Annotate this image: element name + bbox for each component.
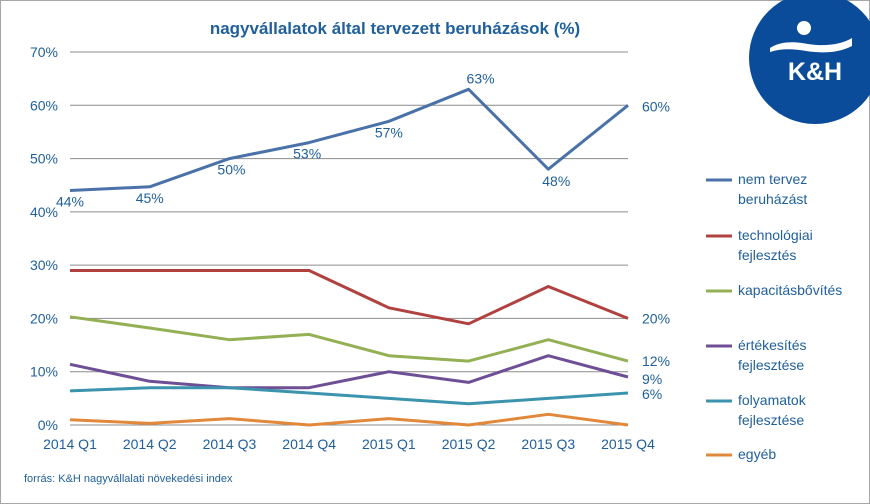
y-tick-label: 20% [30,310,58,326]
source-note: forrás: K&H nagyvállalati növekedési ind… [24,473,233,485]
legend: nem tervez beruházást technológiai fejleszt… [706,171,842,462]
y-tick-label: 30% [30,257,58,273]
legend-label: folyamatok [738,392,807,408]
y-tick-label: 60% [30,97,58,113]
data-label: 57% [375,124,403,140]
series-line-4 [69,386,629,406]
y-tick-label: 70% [30,44,58,60]
y-axis-ticks: 0% 10% 20% 30% 40% 50% 60% 70% [30,44,58,433]
x-tick-label: 2014 Q2 [123,436,177,452]
legend-label: kapacitásbővítés [738,282,842,298]
data-label: 53% [293,146,321,162]
legend-label: értékesítés [738,337,806,353]
data-labels: 44% 45% 50% 53% 57% 63% 48% 60% 20% 12% 9%6% [56,70,670,402]
data-label: 63% [467,70,495,86]
y-tick-label: 10% [30,364,58,380]
series-line-5 [69,412,629,427]
series-line-3 [69,354,629,390]
chart-title: nagyvállalatok által tervezett beruházás… [210,19,580,38]
data-label: 45% [136,190,164,206]
y-tick-label: 0% [38,417,58,433]
series-line-1 [70,269,629,326]
data-label: 44% [56,194,84,210]
x-tick-label: 2014 Q3 [203,436,257,452]
data-label: 6% [642,386,662,402]
data-label: 12% [642,353,670,369]
data-label: 50% [217,162,245,178]
y-tick-label: 40% [30,204,58,220]
data-label: 9% [642,371,662,387]
x-tick-label: 2015 Q1 [362,436,416,452]
x-tick-label: 2014 Q1 [43,436,97,452]
legend-label: egyéb [738,446,776,462]
data-label: 60% [642,98,670,114]
x-tick-label: 2015 Q4 [601,436,655,452]
grid-lines [70,51,628,426]
x-tick-label: 2015 Q2 [442,436,496,452]
data-label: 48% [542,173,570,189]
series-line-0 [69,87,629,192]
x-axis-ticks: 2014 Q1 2014 Q2 2014 Q3 2014 Q4 2015 Q1 2015 … [43,436,655,452]
legend-label: fejlesztése [738,357,804,373]
y-tick-label: 50% [30,151,58,167]
series-lines [69,87,629,427]
data-label: 20% [642,310,670,326]
legend-label: fejlesztése [738,412,804,428]
logo-background [749,0,870,124]
x-tick-label: 2014 Q4 [282,436,336,452]
legend-label: technológiai [738,227,813,243]
series-line-2 [69,315,629,363]
legend-label: nem tervez [738,171,807,187]
kh-logo: K&H [749,0,870,124]
logo-emblem-icon [770,21,852,53]
x-tick-label: 2015 Q3 [521,436,575,452]
logo-text: K&H [788,58,842,86]
legend-label: fejlesztés [738,247,796,263]
legend-label: beruházást [738,191,807,207]
